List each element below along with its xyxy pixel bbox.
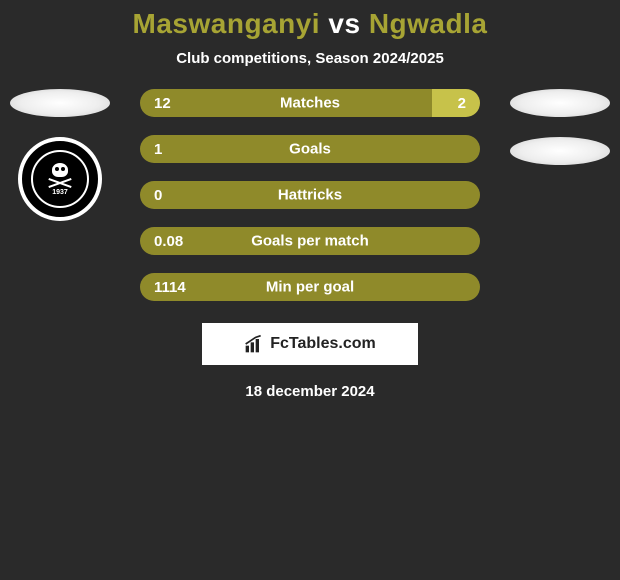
stat-label: Goals per match xyxy=(251,233,369,250)
stat-value-right: 2 xyxy=(458,95,480,112)
skull-icon xyxy=(52,163,68,177)
player2-club-placeholder-icon xyxy=(510,137,610,165)
title-p1: Maswanganyi xyxy=(133,8,321,39)
stat-value-left: 1 xyxy=(140,141,162,158)
stat-bar: 12 2 Matches xyxy=(140,89,480,117)
bar-chart-icon xyxy=(244,334,264,354)
subtitle: Club competitions, Season 2024/2025 xyxy=(0,50,620,67)
stat-value-left: 1114 xyxy=(140,279,186,296)
left-logo-column: 1937 xyxy=(10,89,110,221)
stat-bar: 0 Hattricks xyxy=(140,181,480,209)
stat-bar: 1114 Min per goal xyxy=(140,273,480,301)
stat-label: Matches xyxy=(280,95,340,112)
infographic-container: Maswanganyi vs Ngwadla Club competitions… xyxy=(0,0,620,400)
badge-year: 1937 xyxy=(52,189,68,196)
stat-value-left: 0.08 xyxy=(140,233,183,250)
title-vs: vs xyxy=(328,8,360,39)
stat-bar-right: 2 xyxy=(432,89,480,117)
player1-club-badge: 1937 xyxy=(18,137,102,221)
player1-placeholder-icon xyxy=(10,89,110,117)
stat-label: Goals xyxy=(289,141,331,158)
stat-label: Min per goal xyxy=(266,279,354,296)
club-badge-inner: 1937 xyxy=(31,150,89,208)
stats-area: 1937 12 2 Matches 1 Goals 0 Hattricks 0.08 Goals… xyxy=(0,89,620,301)
crossbones-icon xyxy=(48,179,72,187)
footer-date: 18 december 2024 xyxy=(0,383,620,400)
right-logo-column xyxy=(510,89,610,165)
player2-placeholder-icon xyxy=(510,89,610,117)
stats-column: 12 2 Matches 1 Goals 0 Hattricks 0.08 Goals per … xyxy=(140,89,480,301)
stat-value-left: 12 xyxy=(140,95,171,112)
title-p2: Ngwadla xyxy=(369,8,488,39)
footer-brand-box: FcTables.com xyxy=(202,323,418,365)
page-title: Maswanganyi vs Ngwadla xyxy=(0,8,620,40)
stat-label: Hattricks xyxy=(278,187,342,204)
stat-value-left: 0 xyxy=(140,187,162,204)
stat-bar: 1 Goals xyxy=(140,135,480,163)
footer-brand-text: FcTables.com xyxy=(270,335,376,353)
stat-bar: 0.08 Goals per match xyxy=(140,227,480,255)
